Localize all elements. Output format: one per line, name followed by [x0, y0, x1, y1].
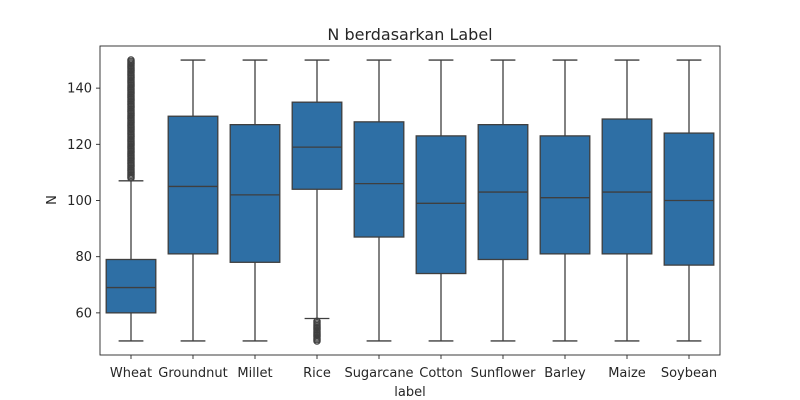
x-tick-label: Groundnut — [158, 366, 227, 381]
box-group-barley — [539, 59, 591, 342]
x-tick-label: Rice — [303, 366, 331, 381]
iqr-box — [415, 135, 467, 275]
box-group-cotton — [415, 59, 467, 342]
iqr-box — [539, 135, 591, 255]
box-group-millet — [229, 59, 281, 342]
iqr-box — [105, 258, 157, 314]
x-axis-label: label — [394, 385, 425, 400]
y-axis: 60 80 100 120 140 — [67, 82, 100, 321]
y-tick-label: 140 — [67, 82, 92, 97]
plot-area — [105, 56, 715, 345]
iqr-box — [663, 132, 715, 266]
iqr-box — [167, 115, 219, 255]
box-group-wheat — [105, 56, 157, 342]
outlier-point — [127, 56, 135, 64]
iqr-box — [229, 124, 281, 263]
box-group-soybean — [663, 59, 715, 342]
box-group-sunflower — [477, 59, 529, 342]
outlier-point — [313, 317, 321, 326]
x-tick-label: Sugarcane — [344, 366, 413, 381]
box-group-groundnut — [167, 59, 219, 342]
y-tick-label: 120 — [67, 138, 92, 153]
box-group-sugarcane — [353, 59, 405, 342]
y-axis-label: N — [45, 195, 60, 205]
box-group-rice — [291, 59, 343, 345]
x-axis: Wheat Groundnut Millet Rice Sugarcane Cotton S… — [110, 355, 717, 381]
iqr-box — [291, 101, 343, 190]
plot-frame — [99, 45, 721, 356]
x-tick-label: Cotton — [419, 366, 462, 381]
y-tick-label: 60 — [75, 306, 92, 321]
x-tick-label: Barley — [544, 366, 586, 381]
y-tick-label: 100 — [67, 194, 92, 209]
x-tick-label: Sunflower — [471, 366, 537, 381]
chart-title: N berdasarkan Label — [327, 25, 492, 44]
iqr-box — [353, 121, 405, 238]
x-tick-label: Millet — [237, 366, 272, 381]
y-tick-label: 80 — [75, 250, 92, 265]
x-tick-label: Wheat — [110, 366, 152, 381]
box-group-maize — [601, 59, 653, 342]
iqr-box — [601, 118, 653, 255]
x-tick-label: Maize — [608, 366, 646, 381]
x-tick-label: Soybean — [661, 366, 717, 381]
